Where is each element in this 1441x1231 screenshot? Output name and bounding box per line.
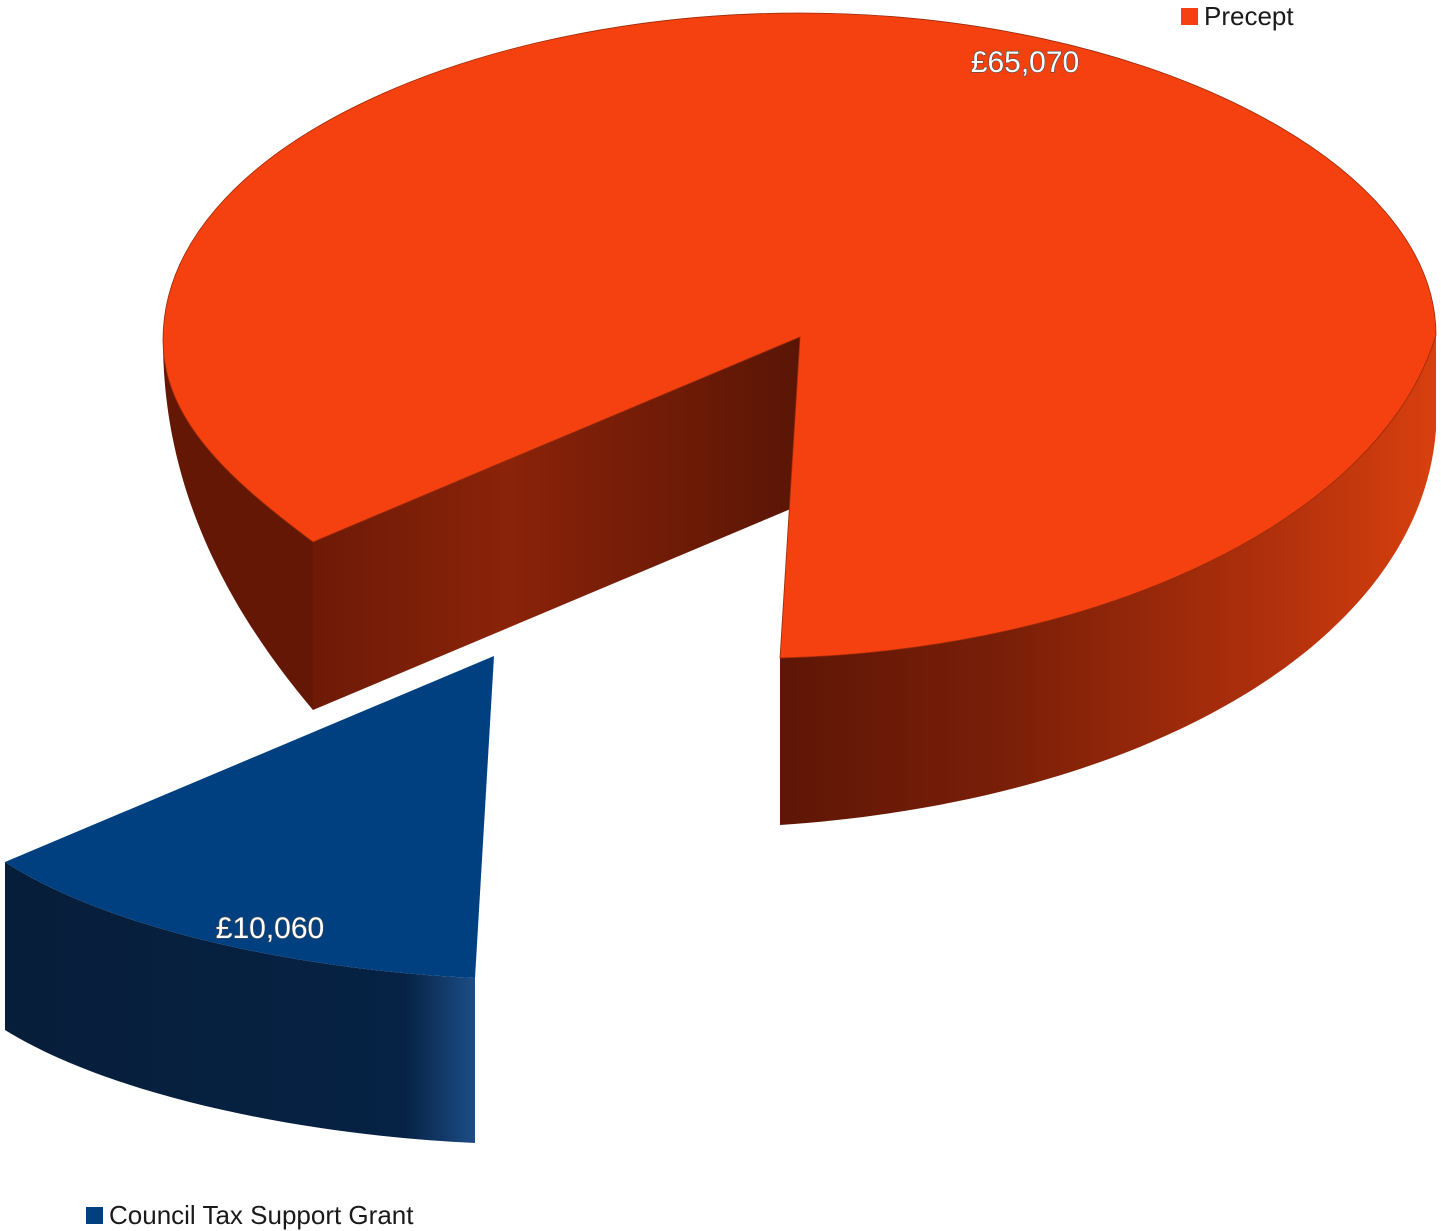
- slice-precept-top: [162, 12, 1437, 659]
- slice-precept: [162, 12, 1437, 825]
- legend-item-precept: Precept: [1181, 1, 1294, 32]
- data-label-precept: £65,070: [971, 46, 1079, 79]
- slice-precept-outer-wall: [163, 340, 313, 710]
- legend-swatch-council-tax-support-grant: [86, 1207, 103, 1224]
- data-label-council-tax-support-grant: £10,060: [216, 912, 324, 945]
- slice-council-tax-support-grant: [5, 656, 494, 1143]
- slice-ctsg-top: [5, 656, 494, 978]
- legend-label-precept: Precept: [1204, 1, 1294, 31]
- slice-precept-side-wall: [313, 337, 800, 710]
- legend-item-council-tax-support-grant: Council Tax Support Grant: [86, 1200, 413, 1231]
- legend-label-council-tax-support-grant: Council Tax Support Grant: [109, 1200, 414, 1230]
- slice-ctsg-rim: [5, 862, 475, 1143]
- slice-precept-rim: [780, 335, 1436, 825]
- legend-swatch-precept: [1181, 8, 1198, 25]
